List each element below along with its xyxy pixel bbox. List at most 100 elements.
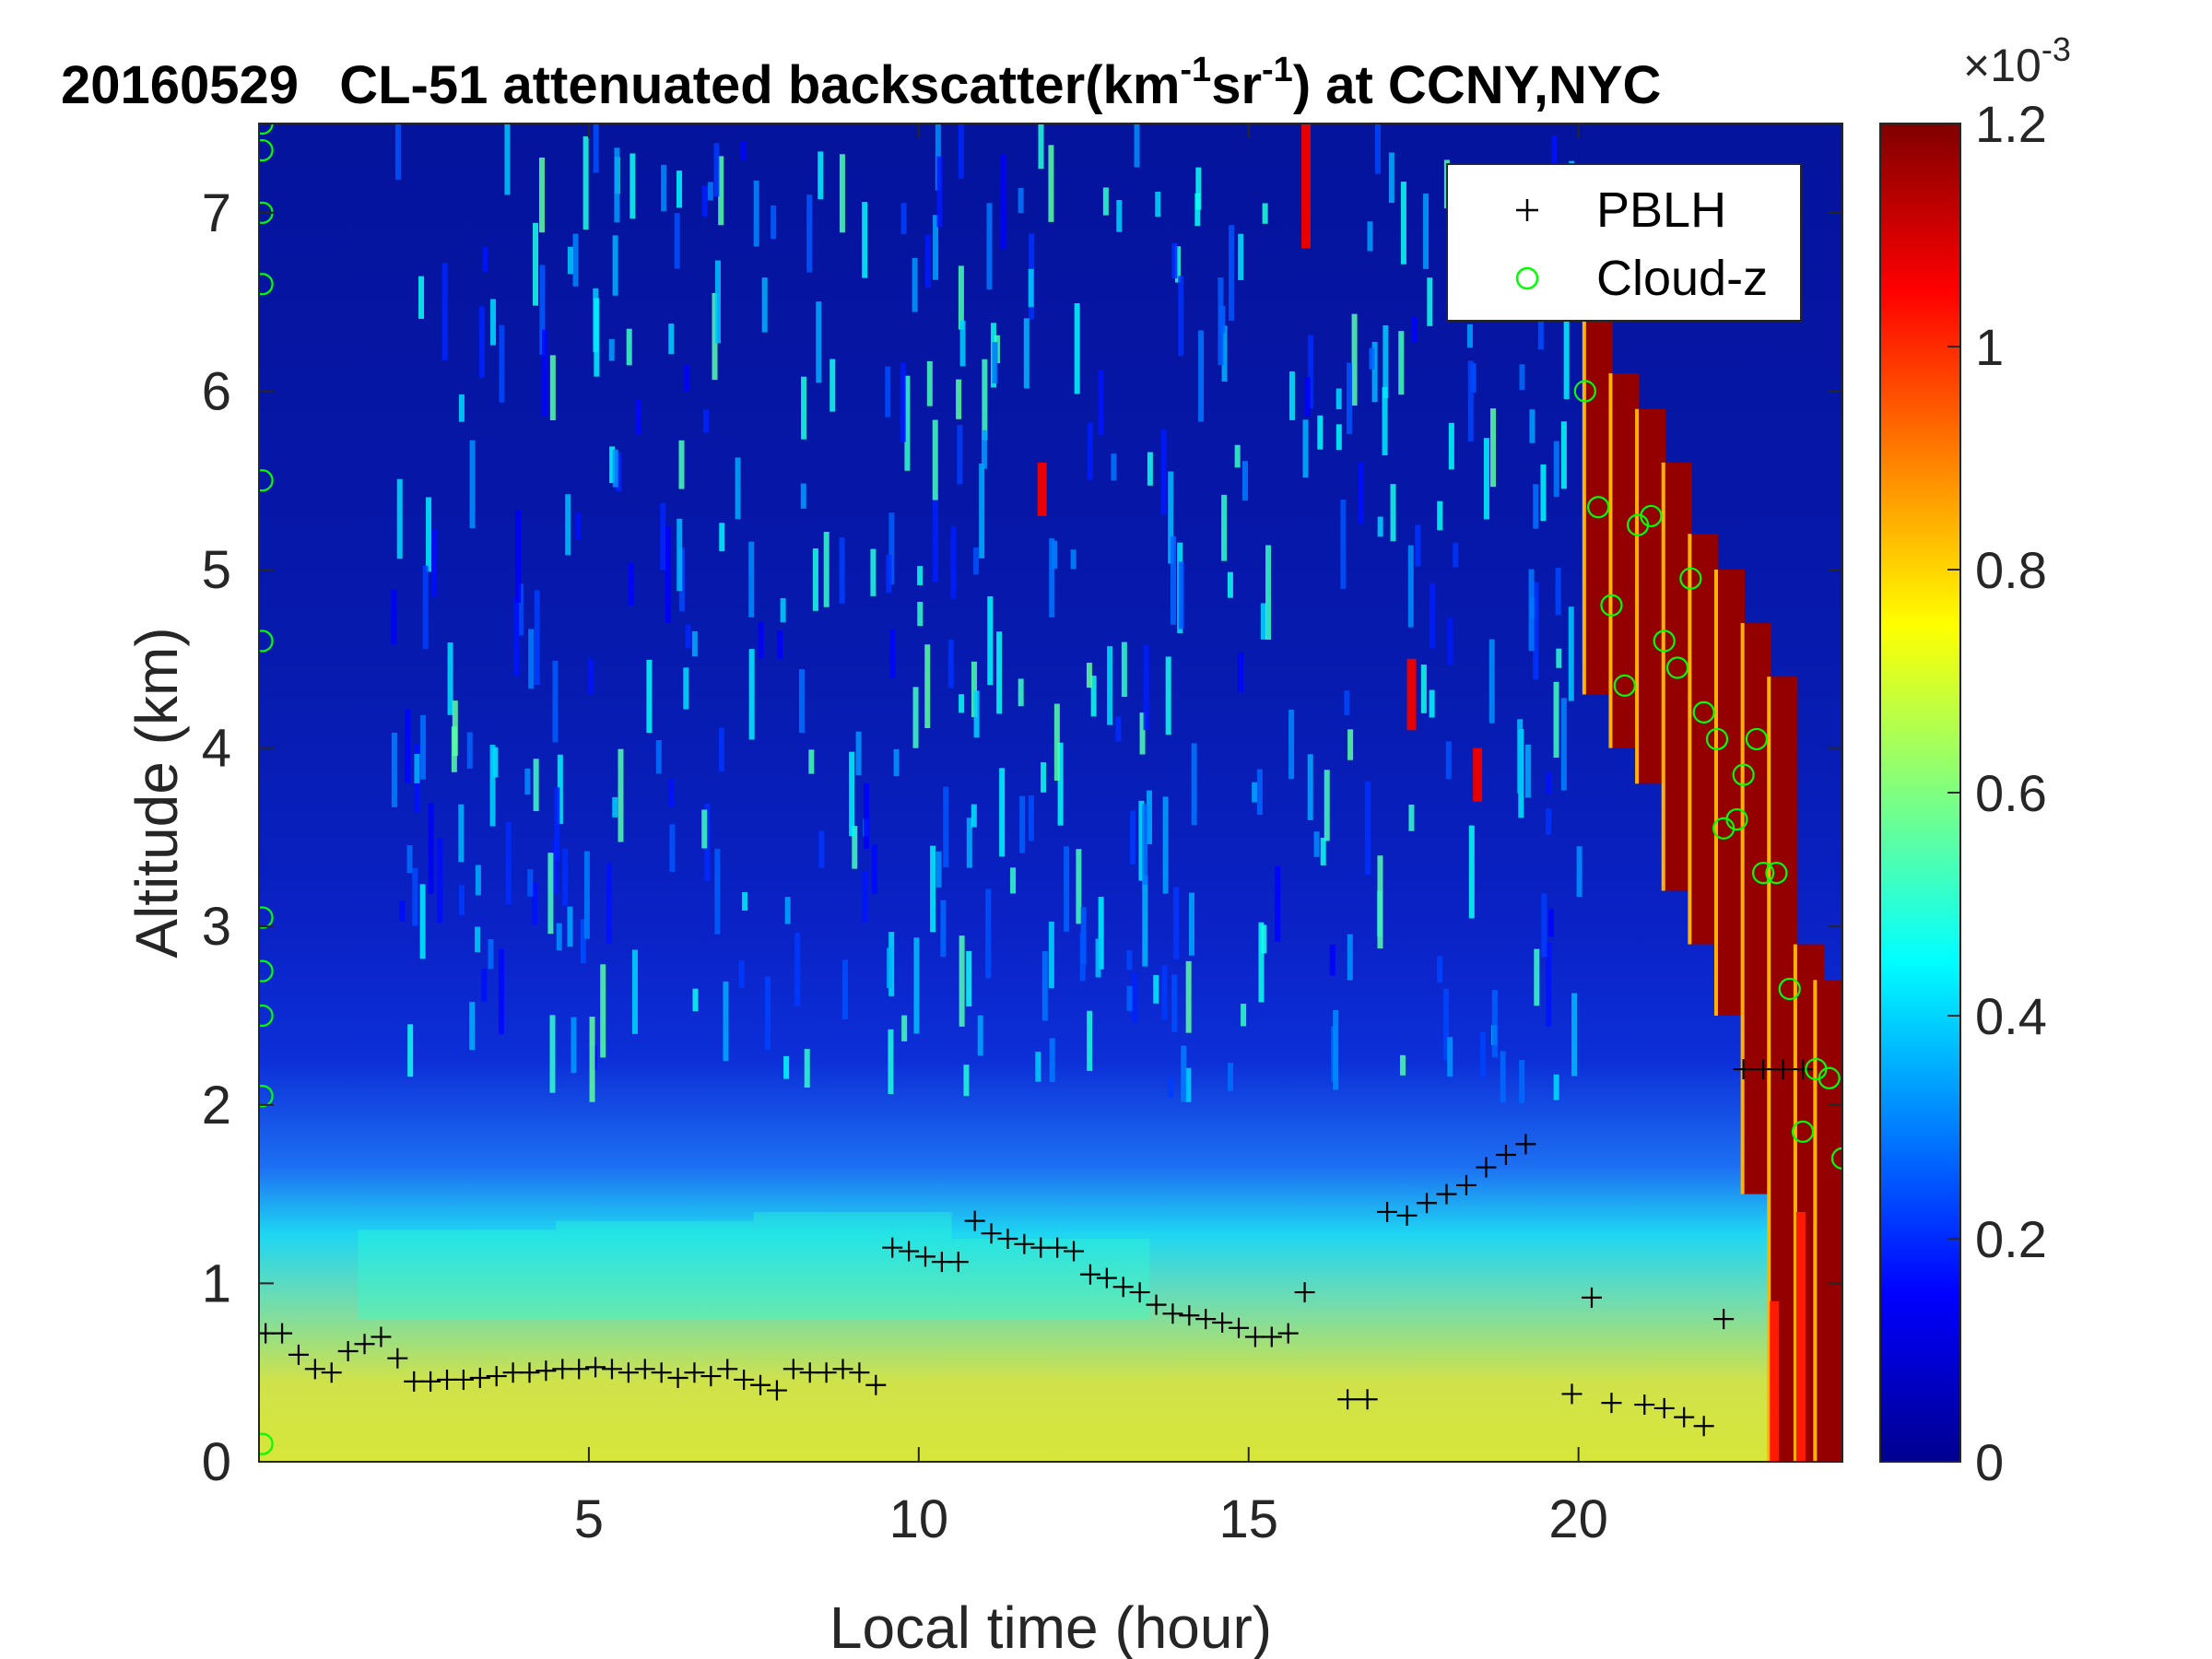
noise-streak	[1102, 187, 1109, 216]
noise-streak	[812, 547, 818, 611]
noise-streak	[1551, 135, 1558, 175]
noise-streak	[549, 355, 556, 420]
noise-streak	[900, 362, 906, 442]
noise-streak	[677, 518, 683, 592]
noise-streak	[1388, 152, 1394, 204]
noise-streak	[1256, 769, 1263, 815]
noise-streak	[1307, 335, 1313, 409]
noise-streak	[917, 566, 924, 585]
title-date: 20160529	[61, 55, 299, 115]
noise-streak	[441, 263, 448, 360]
pblh-point	[997, 1229, 1018, 1249]
pblh-point	[1146, 1294, 1167, 1315]
noise-streak	[1018, 678, 1024, 707]
noise-streak	[1173, 887, 1180, 959]
noise-streak	[1288, 371, 1295, 420]
noise-streak	[780, 597, 786, 623]
y-tick-label: 4	[202, 719, 231, 779]
noise-streak	[1070, 549, 1077, 570]
pblh-point	[981, 1223, 1002, 1244]
noise-streak	[1533, 484, 1539, 529]
pblh-point	[782, 1359, 804, 1380]
noise-streak	[1221, 325, 1228, 382]
noise-streak	[842, 959, 849, 1019]
pblh-point	[734, 1369, 755, 1390]
noise-streak	[704, 803, 711, 881]
legend-pblh-marker	[1516, 199, 1538, 221]
noise-streak	[609, 446, 616, 484]
noise-streak	[1178, 276, 1184, 357]
noise-streak	[1447, 1037, 1453, 1077]
noise-streak	[1185, 960, 1192, 1033]
cloud-edge	[1793, 944, 1797, 1462]
noise-streak	[1547, 909, 1554, 937]
pblh-point	[1261, 1326, 1282, 1347]
noise-streak	[567, 246, 573, 275]
noise-streak	[1134, 124, 1140, 168]
noise-streak	[1090, 676, 1097, 717]
colorbar-tick-label: 0.2	[1975, 1210, 2047, 1268]
noise-streak	[1555, 567, 1561, 616]
noise-streak	[1491, 990, 1498, 1058]
noise-streak	[660, 502, 666, 571]
pblh-point	[1277, 1323, 1299, 1344]
cloud-edge	[1582, 301, 1586, 695]
colorbar-exponent: ×10-3	[1963, 30, 2071, 91]
noise-streak	[556, 923, 562, 951]
colorbar-exponent-power: -3	[2041, 30, 2071, 68]
cloud-edge	[1661, 462, 1665, 891]
noise-streak	[1483, 438, 1489, 520]
noise-streak	[777, 630, 783, 659]
noise-streak	[575, 512, 582, 539]
noise-streak	[1453, 542, 1459, 568]
noise-streak	[1371, 341, 1378, 403]
noise-streak	[1320, 837, 1326, 865]
noise-streak	[475, 926, 481, 953]
noise-streak	[420, 714, 427, 780]
noise-streak	[999, 768, 1006, 857]
noise-streak	[830, 359, 836, 412]
noise-streak	[608, 338, 615, 361]
cloud-z-point	[1692, 700, 1715, 724]
noise-streak	[1490, 408, 1497, 488]
noise-streak	[912, 687, 919, 748]
noise-streak	[1038, 124, 1044, 170]
noise-streak	[1420, 665, 1427, 713]
pblh-point	[717, 1359, 738, 1380]
noise-streak	[1377, 516, 1383, 537]
noise-streak	[1333, 1009, 1339, 1090]
noise-streak	[1121, 641, 1127, 698]
noise-streak	[562, 848, 569, 906]
noise-streak	[771, 205, 777, 240]
noise-streak	[839, 537, 845, 604]
noise-streak	[1408, 804, 1415, 831]
cloud-z-point	[1732, 763, 1755, 786]
x-tick-label: 15	[1218, 1489, 1278, 1549]
noise-streak	[816, 301, 822, 383]
noise-streak	[887, 947, 893, 988]
pblh-point	[337, 1340, 359, 1361]
noise-streak	[979, 463, 985, 559]
pblh-point	[1357, 1389, 1378, 1410]
noise-streak	[1138, 800, 1145, 881]
noise-streak	[1019, 795, 1026, 853]
noise-streak	[823, 532, 830, 607]
pblh-point	[1601, 1393, 1622, 1414]
noise-streak	[538, 157, 545, 233]
noise-streak	[518, 583, 524, 636]
cloud-z-point	[1830, 1147, 1842, 1170]
noise-streak	[428, 803, 434, 894]
noise-streak	[1528, 569, 1535, 652]
legend-cloud-marker	[1515, 266, 1539, 290]
cloud-column	[1816, 980, 1842, 1462]
noise-streak	[1000, 153, 1006, 250]
noise-streak	[924, 644, 931, 728]
noise-streak	[1560, 698, 1567, 791]
noise-streak	[818, 151, 824, 200]
noise-streak	[1427, 277, 1433, 326]
noise-streak	[1168, 471, 1174, 564]
colorbar-tick-label: 0.4	[1975, 987, 2047, 1045]
noise-streak	[481, 969, 488, 1002]
pblh-point	[569, 1359, 590, 1380]
noise-streak	[808, 749, 815, 774]
